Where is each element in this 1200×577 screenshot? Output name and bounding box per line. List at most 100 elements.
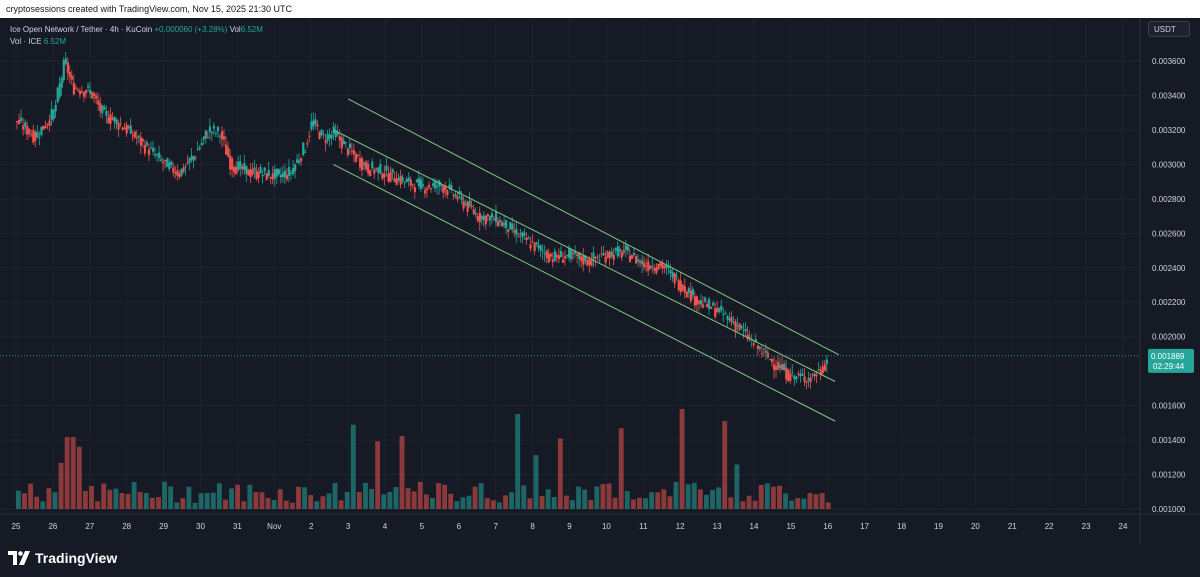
x-tick-label: 9 <box>567 522 572 531</box>
candle-body <box>423 189 427 194</box>
volume-bar <box>289 502 295 509</box>
candle-body <box>801 373 804 376</box>
candle-body <box>170 161 173 166</box>
candle-body <box>687 288 690 293</box>
candle-body <box>344 142 347 144</box>
candle-body <box>68 72 71 77</box>
candle-body <box>127 126 130 129</box>
y-tick-label: 0.001400 <box>1152 436 1186 445</box>
candle-body <box>484 215 488 225</box>
candle-body <box>574 251 577 254</box>
candle-body <box>553 250 557 261</box>
volume-bar <box>22 493 27 509</box>
candle-body <box>511 223 514 230</box>
candle-body <box>793 375 796 379</box>
candle-body <box>639 261 642 264</box>
candle-body <box>190 155 193 160</box>
candle-body <box>665 264 668 269</box>
candle-body <box>135 137 138 139</box>
volume-bar <box>296 486 301 509</box>
candle-body <box>336 132 339 135</box>
candle-body <box>519 233 522 235</box>
candle-body <box>809 377 812 383</box>
volume-bar <box>643 498 648 509</box>
candle-body <box>350 150 354 152</box>
candle-body <box>551 259 554 262</box>
x-tick-label: 29 <box>159 522 168 531</box>
candle-body <box>407 177 410 181</box>
volume-bar <box>107 489 113 509</box>
volume-bar <box>34 496 40 509</box>
candle-body <box>231 158 234 170</box>
volume-bar <box>563 495 569 509</box>
chart-svg[interactable]: 0.003600 0.003400 0.003200 0.003000 0.002800… <box>0 18 1200 544</box>
candle-body <box>399 175 402 185</box>
chart-area[interactable]: 0.003600 0.003400 0.003200 0.003000 0.002800… <box>0 18 1200 544</box>
candle-body <box>515 228 518 235</box>
candle-body <box>736 325 739 327</box>
legend-vol-prefix: Vol <box>229 25 241 34</box>
candle-body <box>46 123 49 125</box>
candle-body <box>395 178 398 186</box>
candle-body <box>432 183 435 187</box>
candle-body <box>58 83 61 97</box>
candle-body <box>499 219 502 223</box>
volume-bar <box>758 485 764 509</box>
y-tick-label: 0.003000 <box>1152 160 1186 169</box>
candle-body <box>44 125 47 129</box>
candle-body <box>592 252 595 259</box>
legend-change: +0.000060 (+3.28%) <box>154 25 228 34</box>
candle-body <box>389 172 392 182</box>
candle-body <box>679 280 682 293</box>
volume-bar <box>423 494 429 509</box>
candle-body <box>710 307 713 309</box>
tradingview-logo[interactable]: TradingView <box>8 550 117 566</box>
candle-body <box>131 135 134 137</box>
candle-body <box>48 120 51 126</box>
candle-body <box>675 275 678 277</box>
candle-body <box>529 244 532 249</box>
candle-body <box>89 89 92 94</box>
candle-body <box>93 93 96 97</box>
volume-bar <box>46 488 52 509</box>
candle-body <box>401 177 404 182</box>
candle-body <box>377 167 380 174</box>
candle-body <box>480 216 483 220</box>
candle-body <box>425 188 429 191</box>
candle-body <box>509 222 512 230</box>
candle-body <box>294 164 297 172</box>
volume-bar <box>496 502 502 509</box>
volume-bar <box>710 489 715 509</box>
legend-symbol: Ice Open Network / Tether · 4h · KuCoin <box>10 25 153 34</box>
volume-bar <box>76 446 82 509</box>
candle-body <box>172 167 175 173</box>
volume-bar <box>716 487 722 509</box>
volume-bar <box>777 485 782 509</box>
volume-bar <box>783 493 789 509</box>
candle-body <box>799 373 802 376</box>
candle-body <box>637 259 640 262</box>
candle-body <box>208 126 212 132</box>
volume-bar <box>95 501 101 509</box>
candle-body <box>34 131 37 141</box>
candle-body <box>474 212 477 215</box>
candle-body <box>338 136 341 141</box>
x-tick-label: 21 <box>1008 522 1017 531</box>
volume-bar <box>618 428 624 509</box>
candle-body <box>766 352 770 358</box>
candle-body <box>655 267 658 273</box>
volume-bar <box>436 483 441 509</box>
candle-body <box>328 134 331 139</box>
candle-body <box>314 119 317 125</box>
volume-bar <box>594 486 600 509</box>
candle-body <box>693 296 697 306</box>
volume-bar <box>308 495 314 509</box>
candle-body <box>154 154 157 156</box>
volume-bar <box>752 500 758 509</box>
currency-button[interactable]: USDT <box>1148 21 1190 37</box>
candle-body <box>296 159 299 163</box>
chart-legend: Ice Open Network / Tether · 4h · KuCoin … <box>10 24 263 48</box>
candle-body <box>604 256 607 263</box>
candle-body <box>421 184 425 187</box>
volume-bar <box>235 484 241 509</box>
